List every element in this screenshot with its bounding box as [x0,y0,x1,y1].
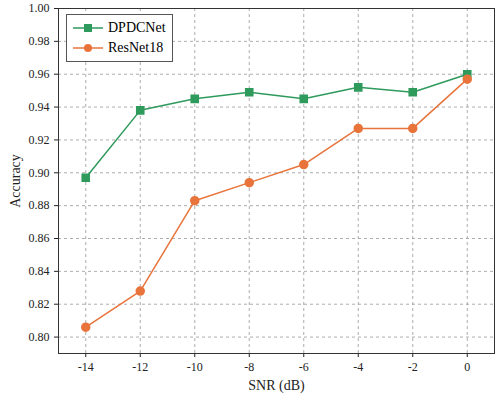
svg-text:0.80: 0.80 [29,330,50,344]
svg-text:-2: -2 [408,360,418,374]
svg-text:1.00: 1.00 [29,1,50,15]
svg-text:0.92: 0.92 [29,133,50,147]
svg-text:0.96: 0.96 [29,67,50,81]
html-text:DPDCNet: DPDCNet [108,20,166,35]
svg-text:0.84: 0.84 [29,264,50,278]
svg-text:-10: -10 [187,360,203,374]
svg-text:0.90: 0.90 [29,166,50,180]
svg-text:-8: -8 [244,360,254,374]
svg-text:0.82: 0.82 [29,297,50,311]
svg-text:0.88: 0.88 [29,198,50,212]
svg-text:Accuracy: Accuracy [8,154,23,208]
svg-text:-4: -4 [353,360,363,374]
html-text:ResNet18: ResNet18 [108,40,164,55]
svg-text:-6: -6 [299,360,309,374]
svg-text:0: 0 [464,360,470,374]
svg-text:0.94: 0.94 [29,100,50,114]
svg-text:-12: -12 [132,360,148,374]
svg-text:0.86: 0.86 [29,231,50,245]
svg-text:0.98: 0.98 [29,34,50,48]
svg-text:-14: -14 [78,360,94,374]
svg-text:SNR (dB): SNR (dB) [248,378,305,394]
